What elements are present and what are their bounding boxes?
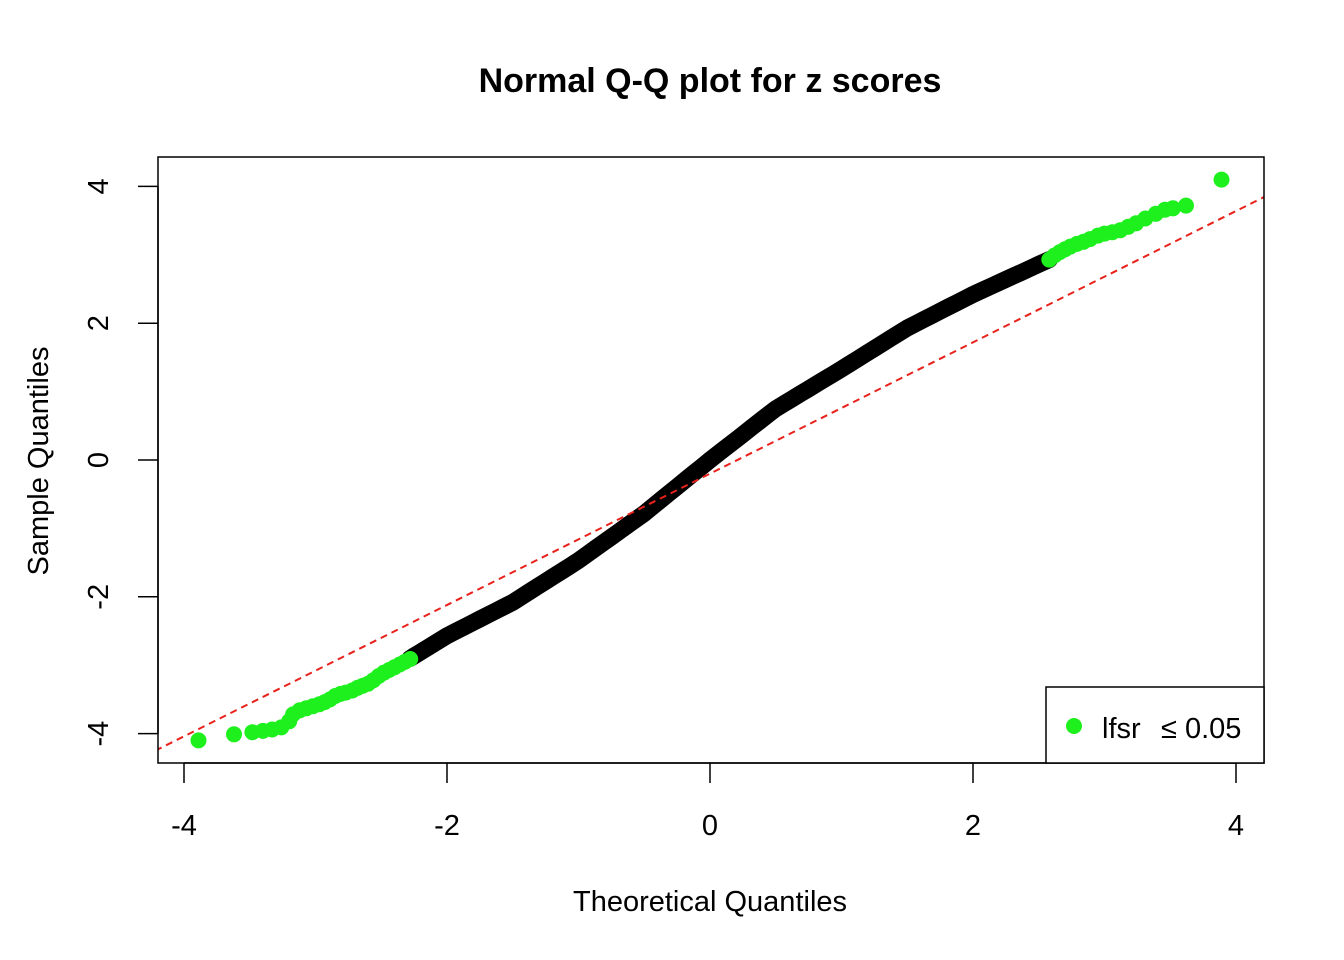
- y-tick-label: 2: [83, 315, 115, 331]
- reference-line: [158, 195, 1264, 751]
- legend-label: lfsr ≤ 0.05: [1102, 713, 1241, 745]
- x-axis-label: Theoretical Quantiles: [573, 886, 847, 918]
- legend-label-value: ≤ 0.05: [1161, 713, 1241, 745]
- lfsr-point: [1213, 171, 1230, 188]
- legend-box: [1045, 686, 1265, 764]
- lfsr-point: [1164, 200, 1181, 217]
- x-tick-label: 0: [702, 810, 718, 842]
- lfsr-point: [1178, 197, 1194, 214]
- x-tick-label: 4: [1228, 810, 1244, 842]
- x-tick-label: -4: [171, 810, 197, 842]
- plot-clip-group: [158, 171, 1264, 751]
- plot-area: [158, 171, 1264, 751]
- lfsr-point: [190, 732, 207, 749]
- y-axis-label: Sample Quantiles: [23, 347, 55, 576]
- y-tick-label: 4: [83, 178, 115, 194]
- legend-label-prefix: lfsr: [1102, 713, 1141, 745]
- chart-title: Normal Q-Q plot for z scores: [479, 62, 942, 100]
- y-tick-label: -4: [83, 721, 115, 747]
- y-tick-label: -2: [83, 584, 115, 610]
- legend-marker: [1066, 718, 1082, 734]
- y-tick-label: 0: [83, 452, 115, 468]
- legend: lfsr ≤ 0.05: [1045, 686, 1265, 764]
- qq-curve-main: [401, 251, 1058, 667]
- lfsr-point: [226, 726, 242, 743]
- x-tick-label: -2: [434, 810, 460, 842]
- axes: -4 -2 0 2 4 -4 -2 0 2 4: [83, 156, 1265, 842]
- lfsr-point: [402, 651, 419, 667]
- x-tick-label: 2: [965, 810, 981, 842]
